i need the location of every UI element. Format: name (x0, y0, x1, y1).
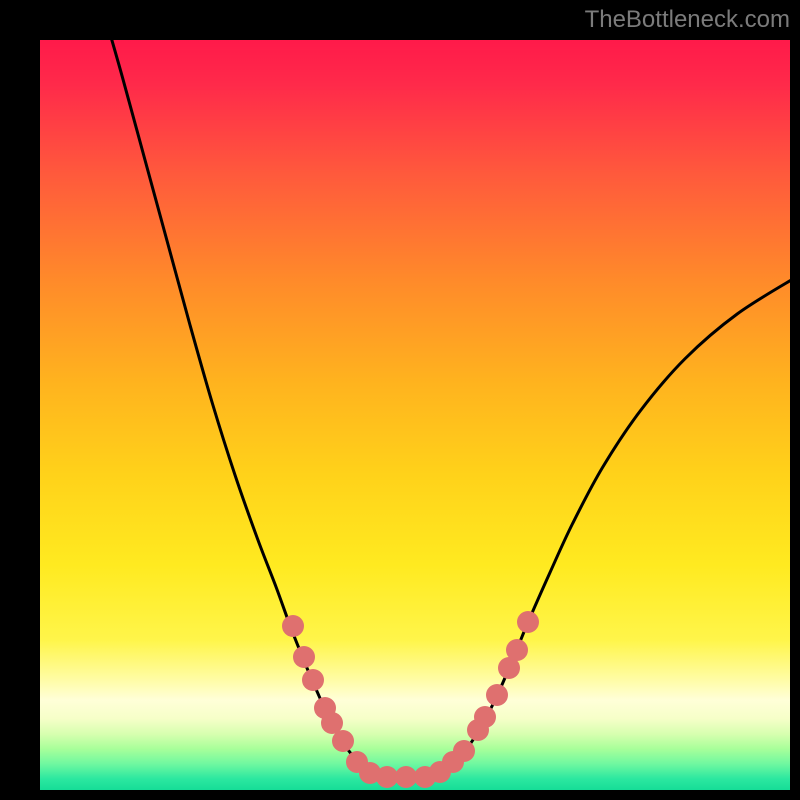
data-dot (293, 646, 315, 668)
data-dot (332, 730, 354, 752)
data-dot (474, 706, 496, 728)
data-dot (506, 639, 528, 661)
data-dot (517, 611, 539, 633)
data-dots-layer (40, 40, 790, 790)
data-dot (282, 615, 304, 637)
plot-area (40, 40, 790, 790)
watermark-text: TheBottleneck.com (585, 6, 790, 34)
data-dot (486, 684, 508, 706)
data-dot (453, 740, 475, 762)
data-dot (302, 669, 324, 691)
